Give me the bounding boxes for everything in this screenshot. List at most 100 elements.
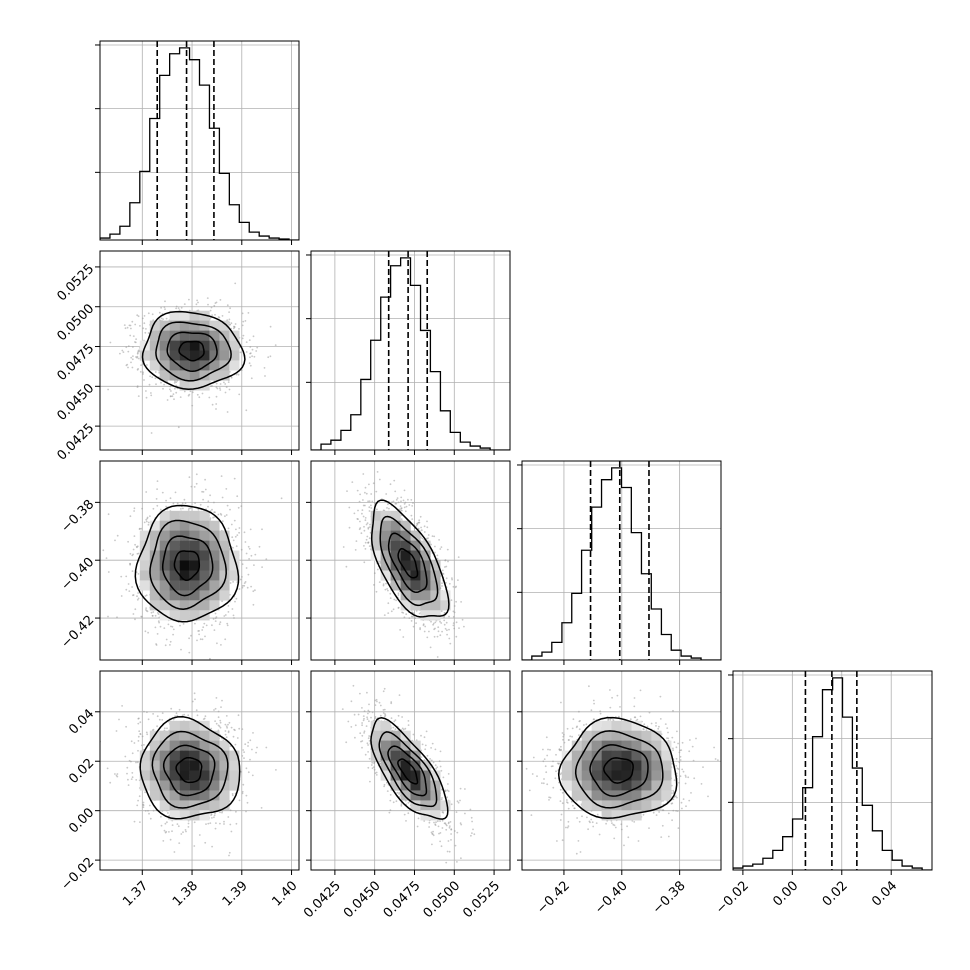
scatter-point bbox=[212, 618, 215, 620]
scatter-point bbox=[166, 399, 169, 401]
scatter-point bbox=[241, 585, 244, 587]
scatter-point bbox=[167, 623, 170, 626]
density-cell bbox=[169, 610, 180, 621]
contour-3 bbox=[134, 504, 240, 623]
scatter-point bbox=[118, 718, 120, 721]
density-cell bbox=[169, 600, 180, 611]
density-cell bbox=[209, 540, 220, 551]
density-cell bbox=[420, 540, 431, 551]
density-cell bbox=[179, 510, 190, 521]
scatter-point bbox=[125, 346, 128, 349]
scatter-point bbox=[461, 618, 464, 621]
scatter-point bbox=[245, 552, 248, 555]
scatter-point bbox=[249, 356, 251, 359]
density-cell bbox=[189, 550, 200, 561]
density-cell bbox=[179, 320, 190, 331]
density-cell bbox=[219, 340, 230, 351]
hist-step-p1 bbox=[311, 257, 510, 450]
scatter-point bbox=[189, 507, 192, 510]
density-cell bbox=[420, 550, 431, 561]
scatter-point bbox=[244, 581, 247, 583]
scatter-point bbox=[371, 500, 374, 503]
scatter-point bbox=[417, 527, 420, 530]
scatter-point bbox=[457, 579, 459, 581]
scatter-point bbox=[164, 300, 166, 303]
scatter-point bbox=[225, 386, 228, 388]
scatter-point bbox=[202, 498, 205, 501]
scatter-point bbox=[138, 350, 141, 353]
density-cell bbox=[149, 360, 160, 371]
scatter-point bbox=[449, 642, 452, 645]
scatter-point bbox=[452, 622, 455, 624]
scatter-point bbox=[188, 476, 191, 479]
scatter-point bbox=[420, 526, 422, 529]
scatter-point bbox=[228, 388, 231, 391]
scatter-point bbox=[136, 314, 139, 317]
scatter-point bbox=[148, 383, 151, 386]
contour-2 bbox=[155, 321, 232, 382]
scatter-point bbox=[223, 823, 225, 825]
panel-frame bbox=[99, 40, 300, 241]
density-cell bbox=[189, 560, 200, 571]
scatter-point bbox=[217, 513, 220, 516]
scatter-point bbox=[136, 552, 139, 555]
scatter-point bbox=[410, 615, 413, 618]
density-cell bbox=[199, 580, 210, 591]
scatter-point bbox=[405, 505, 408, 508]
scatter-point bbox=[252, 603, 255, 606]
panel-frame bbox=[521, 460, 722, 661]
scatter-point bbox=[361, 512, 363, 515]
density-cell bbox=[189, 520, 200, 531]
density-cell bbox=[420, 600, 431, 611]
scatter-point bbox=[376, 471, 379, 473]
scatter-point bbox=[234, 282, 237, 285]
scatter-point bbox=[180, 648, 182, 651]
scatter-point bbox=[154, 626, 157, 629]
scatter-point bbox=[224, 614, 227, 616]
scatter-point bbox=[385, 493, 388, 495]
scatter-point bbox=[458, 627, 460, 629]
scatter-point bbox=[375, 490, 378, 493]
scatter-point bbox=[251, 355, 254, 358]
scatter-point bbox=[233, 325, 235, 328]
density-cell bbox=[169, 550, 180, 561]
panel-p1-p0 bbox=[86, 250, 300, 455]
scatter-point bbox=[152, 507, 155, 510]
scatter-point bbox=[448, 582, 451, 585]
scatter-point bbox=[184, 502, 187, 505]
density-cell bbox=[149, 530, 160, 541]
scatter-point bbox=[134, 323, 137, 326]
scatter-point bbox=[280, 497, 283, 500]
scatter-point bbox=[351, 481, 354, 483]
scatter-point bbox=[367, 527, 370, 530]
scatter-point bbox=[201, 490, 204, 493]
scatter-point bbox=[238, 588, 241, 590]
scatter-point bbox=[229, 508, 231, 511]
scatter-point bbox=[397, 501, 400, 504]
scatter-point bbox=[209, 494, 212, 497]
scatter-point bbox=[156, 633, 159, 635]
scatter-point bbox=[181, 502, 184, 505]
scatter-point bbox=[86, 336, 88, 338]
scatter-point bbox=[357, 509, 359, 512]
scatter-point bbox=[389, 592, 392, 595]
scatter-point bbox=[223, 381, 225, 384]
density-cell bbox=[179, 520, 190, 531]
scatter-point bbox=[164, 644, 167, 647]
scatter-point bbox=[243, 531, 246, 534]
density-cell bbox=[229, 350, 240, 361]
scatter-point bbox=[386, 588, 388, 590]
scatter-point bbox=[242, 334, 245, 337]
scatter-point bbox=[372, 482, 375, 485]
density-cell bbox=[380, 540, 391, 551]
scatter-point bbox=[457, 556, 460, 558]
scatter-point bbox=[410, 514, 413, 517]
density-cell bbox=[169, 330, 180, 341]
density-cell bbox=[159, 330, 170, 341]
scatter-point bbox=[173, 398, 175, 401]
joint-p1-p2 bbox=[342, 471, 465, 658]
scatter-point bbox=[446, 548, 449, 551]
scatter-point bbox=[237, 373, 240, 376]
scatter-point bbox=[125, 588, 128, 591]
scatter-point bbox=[363, 525, 365, 528]
